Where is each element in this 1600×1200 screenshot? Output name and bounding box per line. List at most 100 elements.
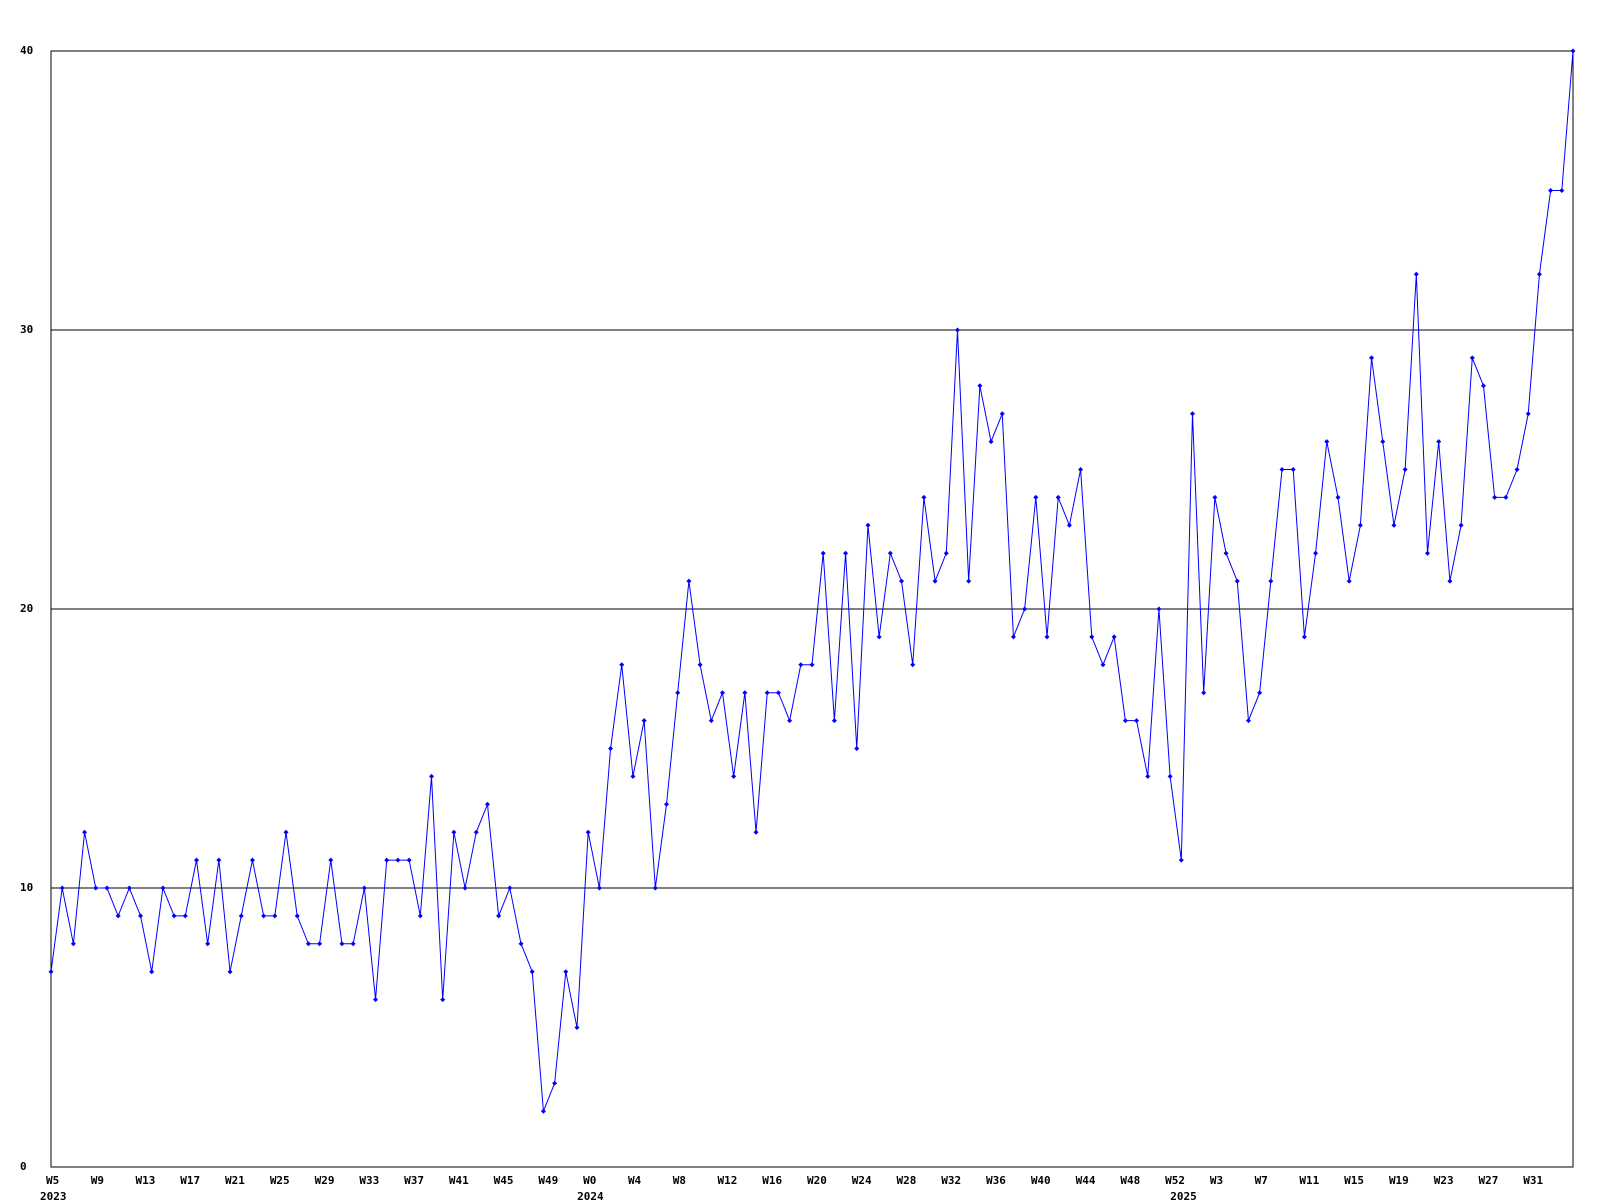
- point: [1436, 439, 1442, 445]
- point: [1066, 522, 1072, 528]
- point: [932, 578, 938, 584]
- point: [943, 550, 949, 556]
- y-tick-label: 10: [20, 881, 33, 894]
- x-tick-label: W31: [1523, 1174, 1543, 1187]
- point: [305, 941, 311, 947]
- x-tick-label: W16: [762, 1174, 782, 1187]
- point: [1391, 522, 1397, 528]
- x-tick-label: W52: [1165, 1174, 1185, 1187]
- point: [205, 941, 211, 947]
- point: [417, 913, 423, 919]
- x-tick-label: W4: [628, 1174, 642, 1187]
- point: [1536, 271, 1542, 277]
- point: [1145, 773, 1151, 779]
- x-tick-label: W27: [1478, 1174, 1498, 1187]
- x-tick-label: W40: [1031, 1174, 1051, 1187]
- x-tick-label: W28: [897, 1174, 917, 1187]
- point: [742, 690, 748, 696]
- point: [339, 941, 345, 947]
- point: [1257, 690, 1263, 696]
- point: [70, 941, 76, 947]
- point: [787, 718, 793, 724]
- x-year-label: 2025: [1170, 1190, 1197, 1200]
- x-tick-label: W44: [1076, 1174, 1096, 1187]
- point: [193, 857, 199, 863]
- point: [563, 969, 569, 975]
- point: [1268, 578, 1274, 584]
- x-tick-label: W17: [180, 1174, 200, 1187]
- point: [798, 662, 804, 668]
- point: [988, 439, 994, 445]
- x-tick-label: W23: [1434, 1174, 1454, 1187]
- point: [1010, 634, 1016, 640]
- point: [921, 494, 927, 500]
- point: [1301, 634, 1307, 640]
- point: [1413, 271, 1419, 277]
- point: [216, 857, 222, 863]
- point: [1425, 550, 1431, 556]
- x-tick-label: W20: [807, 1174, 827, 1187]
- point: [552, 1080, 558, 1086]
- point: [1313, 550, 1319, 556]
- point: [1458, 522, 1464, 528]
- point: [574, 1025, 580, 1030]
- point: [1212, 494, 1218, 500]
- point: [440, 997, 446, 1003]
- point: [731, 773, 737, 779]
- point: [529, 969, 535, 975]
- point: [283, 829, 289, 835]
- point: [484, 801, 490, 807]
- x-tick-label: W45: [494, 1174, 514, 1187]
- point: [977, 383, 983, 389]
- point: [910, 662, 916, 668]
- point: [775, 690, 781, 696]
- point: [540, 1108, 546, 1114]
- x-tick-label: W15: [1344, 1174, 1364, 1187]
- x-tick-label: W3: [1210, 1174, 1223, 1187]
- point: [1369, 355, 1375, 361]
- x-tick-label: W7: [1255, 1174, 1268, 1187]
- x-tick-label: W24: [852, 1174, 872, 1187]
- point: [675, 690, 681, 696]
- point: [294, 913, 300, 919]
- x-tick-label: W8: [673, 1174, 686, 1187]
- point: [820, 550, 826, 556]
- point: [999, 411, 1005, 417]
- point: [1570, 48, 1576, 54]
- point: [664, 801, 670, 807]
- y-tick-label: 30: [20, 323, 33, 336]
- point: [1078, 467, 1084, 472]
- point: [1559, 188, 1565, 193]
- point: [406, 857, 412, 863]
- y-tick-label: 20: [20, 602, 33, 615]
- point: [149, 969, 155, 975]
- point: [138, 913, 144, 919]
- point: [227, 969, 233, 975]
- point: [171, 913, 177, 919]
- point: [809, 662, 815, 668]
- point: [238, 913, 244, 919]
- point: [48, 969, 54, 975]
- line: [50, 50, 1574, 1112]
- point: [1514, 467, 1520, 472]
- point: [1525, 411, 1531, 417]
- point: [1447, 578, 1453, 584]
- point: [384, 857, 390, 863]
- point: [328, 857, 334, 863]
- point: [954, 327, 960, 333]
- point: [1380, 439, 1386, 445]
- x-tick-label: W25: [270, 1174, 290, 1187]
- x-tick-label: W32: [941, 1174, 961, 1187]
- point: [249, 857, 255, 863]
- point: [126, 885, 132, 891]
- y-tick-label: 40: [20, 44, 33, 57]
- point: [1190, 411, 1195, 417]
- point: [764, 690, 770, 696]
- point: [93, 885, 99, 891]
- point: [1122, 718, 1128, 724]
- x-tick-label: W19: [1389, 1174, 1409, 1187]
- point: [104, 885, 110, 891]
- point: [652, 885, 658, 891]
- x-year-label: 2024: [577, 1190, 604, 1200]
